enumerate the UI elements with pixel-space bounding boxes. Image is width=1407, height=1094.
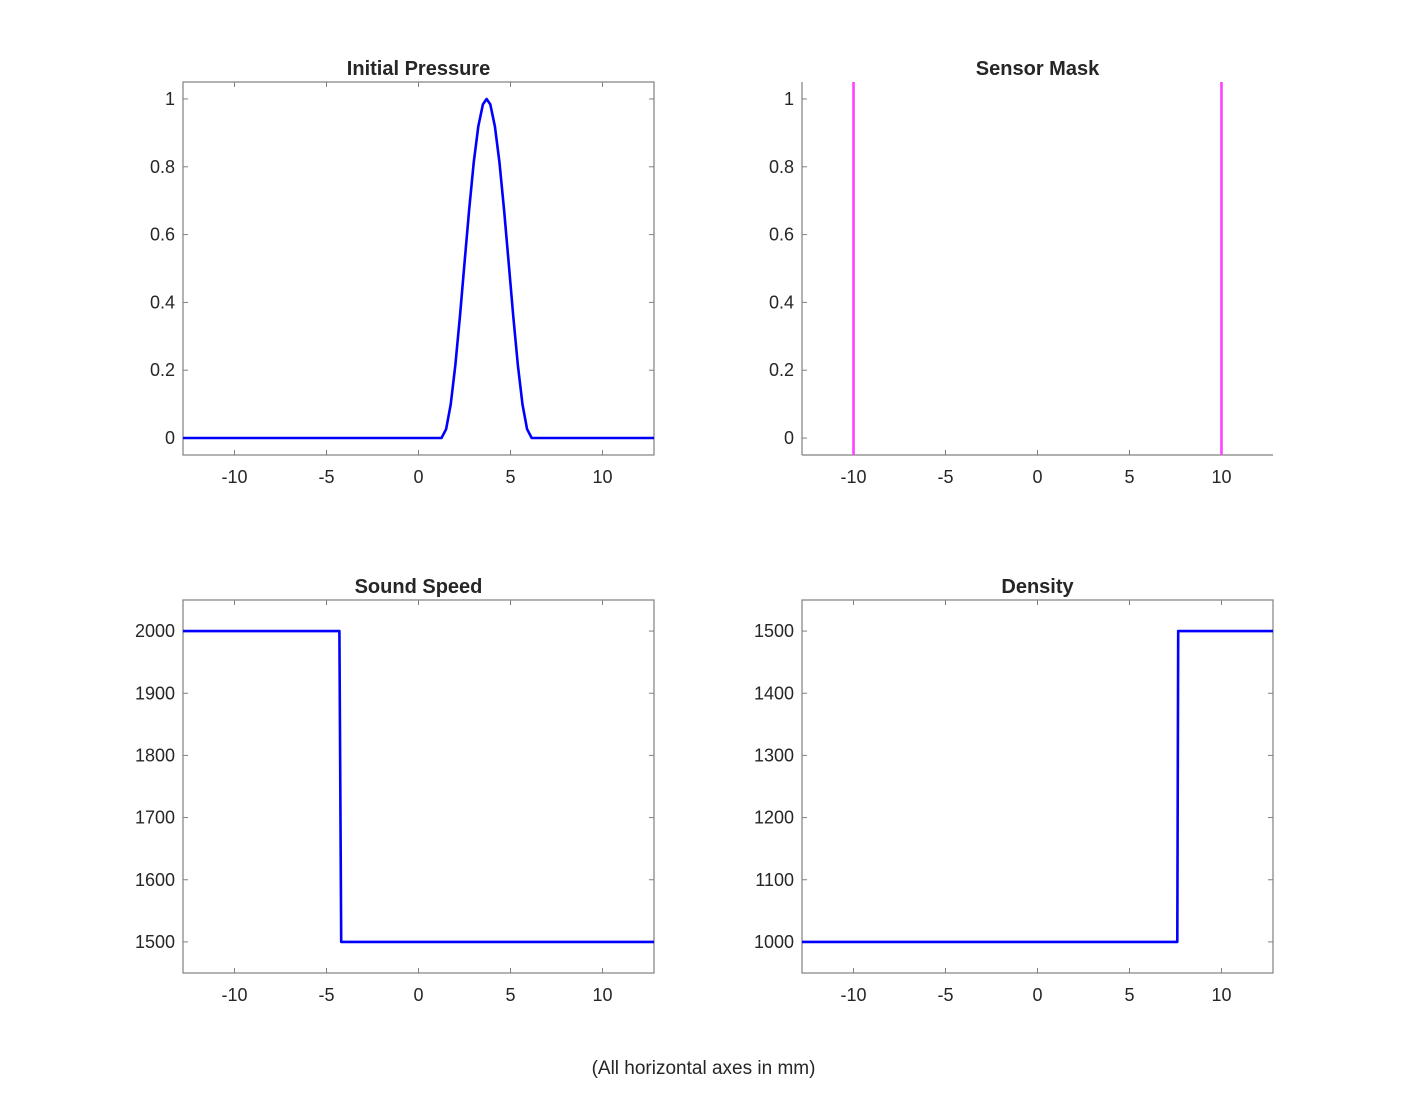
- x-tick-label: 5: [1124, 985, 1134, 1005]
- y-tick-label: 1600: [135, 870, 175, 890]
- series-line: [802, 629, 1273, 944]
- subplot-title: Initial Pressure: [347, 58, 490, 80]
- x-tick-label: -10: [841, 467, 867, 487]
- y-tick-label: 1200: [754, 808, 794, 828]
- x-tick-label: -10: [222, 467, 248, 487]
- y-tick-label: 1: [165, 89, 175, 109]
- series-line: [183, 629, 654, 944]
- y-tick-label: 2000: [135, 621, 175, 641]
- subplot-initial-pressure: -10 -5 0 5 10 0 0.2 0.4 0.6 0.8 1 Initial Pressure: [150, 58, 655, 487]
- subplot-title: Sensor Mask: [976, 58, 1100, 80]
- y-tick-label: 1400: [754, 683, 794, 703]
- x-tick-label: -10: [222, 985, 248, 1005]
- subplot-title: Density: [1001, 576, 1074, 598]
- y-tick-label: 0.4: [769, 292, 794, 312]
- x-tick-label: 0: [413, 467, 423, 487]
- x-tick-label: 0: [1032, 467, 1042, 487]
- y-tick-label: 0.6: [769, 225, 794, 245]
- y-tick-label: 1300: [754, 745, 794, 765]
- y-tick-label: 1100: [755, 870, 794, 890]
- x-tick-label: 5: [1124, 467, 1134, 487]
- y-tick-label: 0.8: [150, 157, 175, 177]
- subplot-sensor-mask: -10 -5 0 5 10 0 0.2 0.4 0.6 0.8 1 Sensor Mask: [769, 58, 1273, 487]
- x-tick-label: -5: [319, 467, 335, 487]
- y-tick-label: 0.6: [150, 225, 175, 245]
- x-tick-label: 10: [592, 985, 612, 1005]
- y-tick-label: 1: [784, 89, 794, 109]
- y-tick-label: 1800: [135, 745, 175, 765]
- x-tick-label: 5: [505, 985, 515, 1005]
- subplot-density: -10 -5 0 5 10 1000 1100 1200 1300 1400 1500 Density: [754, 576, 1274, 1005]
- footer-note: (All horizontal axes in mm): [591, 1058, 816, 1079]
- axes-box: [182, 599, 655, 974]
- y-tick-label: 0: [165, 428, 175, 448]
- x-tick-label: 10: [592, 467, 612, 487]
- x-tick-label: 0: [413, 985, 423, 1005]
- series-line: [183, 97, 654, 440]
- y-tick-label: 1500: [135, 932, 175, 952]
- y-tick-label: 0.2: [769, 360, 794, 380]
- y-tick-label: 1700: [135, 808, 175, 828]
- y-tick-label: 0.8: [769, 157, 794, 177]
- x-tick-label: -5: [938, 467, 954, 487]
- x-tick-label: -5: [938, 985, 954, 1005]
- y-tick-label: 0: [784, 428, 794, 448]
- axes-box: [182, 81, 655, 456]
- y-tick-label: 1500: [754, 621, 794, 641]
- axes-box: [801, 599, 1274, 974]
- x-tick-label: 5: [505, 467, 515, 487]
- subplot-sound-speed: -10 -5 0 5 10 1500 1600 1700 1800 1900 2000 Sound S…: [135, 576, 655, 1005]
- y-tick-label: 1000: [754, 932, 794, 952]
- y-tick-label: 0.2: [150, 360, 175, 380]
- y-tick-label: 0.4: [150, 292, 175, 312]
- x-tick-label: 0: [1032, 985, 1042, 1005]
- x-tick-label: 10: [1211, 467, 1231, 487]
- x-tick-label: -5: [319, 985, 335, 1005]
- y-tick-label: 1900: [135, 683, 175, 703]
- x-tick-label: 10: [1211, 985, 1231, 1005]
- subplot-title: Sound Speed: [355, 576, 483, 598]
- x-tick-label: -10: [841, 985, 867, 1005]
